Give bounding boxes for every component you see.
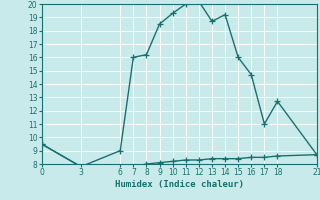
X-axis label: Humidex (Indice chaleur): Humidex (Indice chaleur) <box>115 180 244 189</box>
